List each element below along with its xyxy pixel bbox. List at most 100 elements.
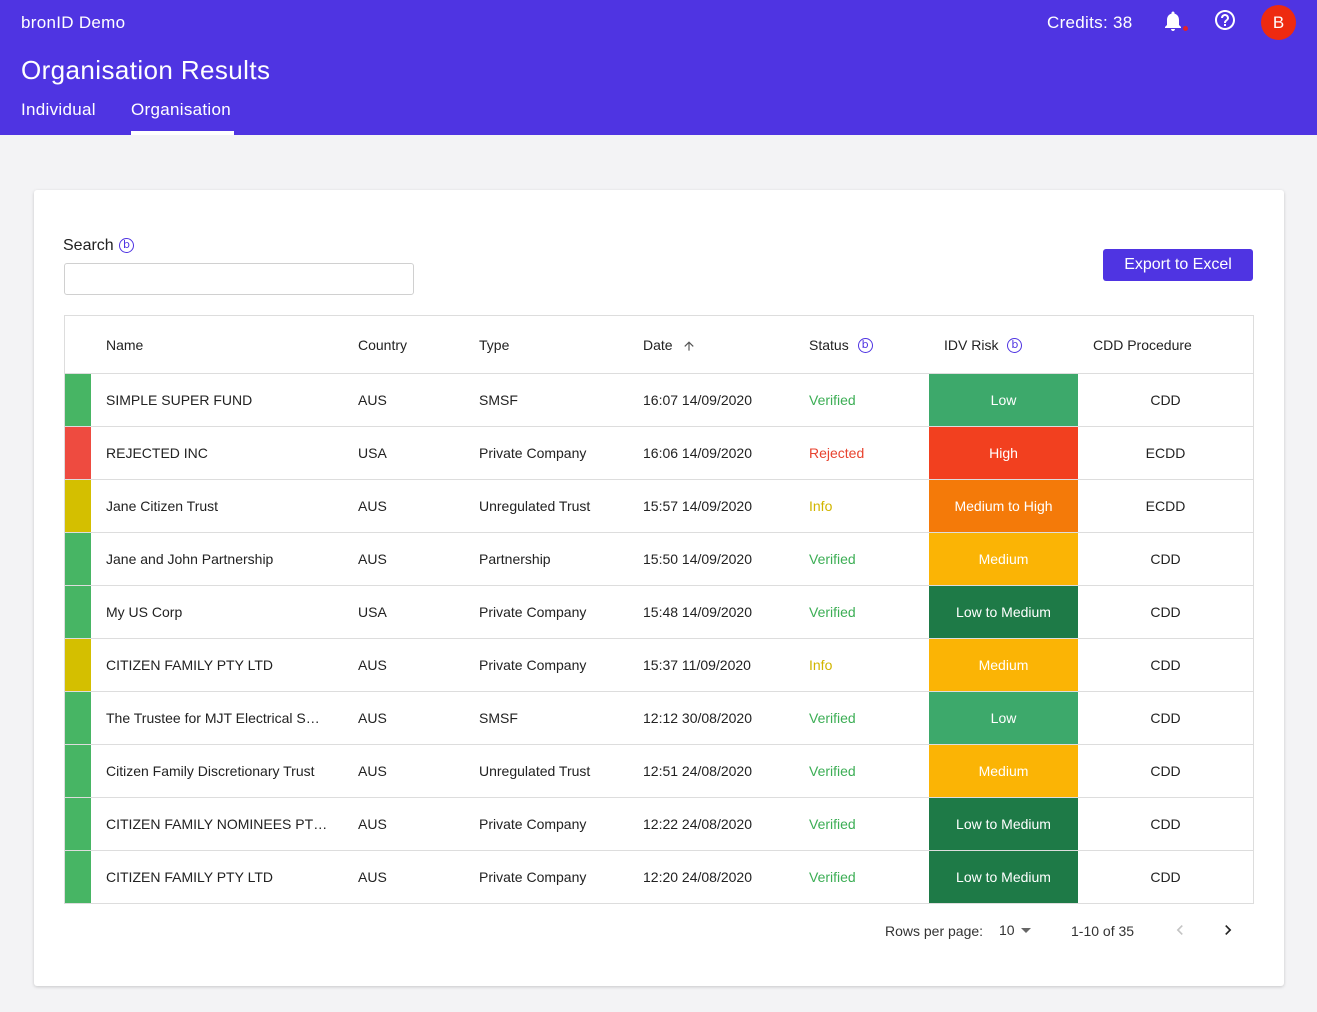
cell-cdd-procedure: CDD	[1150, 604, 1181, 620]
rows-per-page-select[interactable]: 10	[999, 922, 1015, 938]
cell-type: Unregulated Trust	[479, 498, 591, 514]
cell-date: 12:12 30/08/2020	[643, 710, 752, 726]
cell-status: Verified	[809, 710, 856, 726]
cell-idv-risk: Low	[929, 374, 1078, 426]
cell-idv-risk: Medium to High	[929, 480, 1078, 532]
help-icon[interactable]	[1213, 8, 1237, 32]
cell-status: Rejected	[809, 445, 865, 461]
cell-name: Jane and John Partnership	[106, 551, 274, 567]
cell-name: Jane Citizen Trust	[106, 498, 219, 514]
tab-organisation[interactable]: Organisation	[131, 100, 231, 119]
table-row[interactable]: CITIZEN FAMILY PTY LTD AUS Private Company…	[65, 639, 1253, 692]
table-row[interactable]: My US Corp USA Private Company 15:48 14/09/…	[65, 586, 1253, 639]
table-row[interactable]: CITIZEN FAMILY NOMINEES PTY… AUS Private C…	[65, 798, 1253, 851]
cell-type: Private Company	[479, 869, 587, 885]
cell-cdd-procedure: ECDD	[1145, 445, 1186, 461]
cell-country: USA	[358, 445, 387, 461]
table-header: Name Country Type Date Status b IDV Risk…	[65, 316, 1253, 374]
info-icon[interactable]: b	[1007, 337, 1023, 353]
notification-dot	[1183, 26, 1188, 31]
cell-idv-risk: Medium	[929, 639, 1078, 691]
credits-counter: Credits: 38	[1047, 13, 1133, 32]
avatar[interactable]: B	[1261, 5, 1296, 40]
cell-cdd-procedure: CDD	[1150, 763, 1181, 779]
cell-status: Verified	[809, 604, 856, 620]
page-range: 1-10 of 35	[1071, 923, 1135, 939]
cell-name: CITIZEN FAMILY NOMINEES PTY…	[106, 816, 331, 832]
cell-date: 12:22 24/08/2020	[643, 816, 752, 832]
cell-cdd-procedure: CDD	[1150, 869, 1181, 885]
status-color-bar	[65, 745, 91, 797]
chevron-left-icon[interactable]	[1170, 920, 1190, 940]
table-row[interactable]: Jane and John Partnership AUS Partnership 1…	[65, 533, 1253, 586]
pagination: Rows per page: 10 1-10 of 35	[34, 918, 1284, 942]
cell-type: SMSF	[479, 710, 518, 726]
info-icon[interactable]: b	[119, 238, 134, 253]
bell-icon[interactable]	[1161, 9, 1185, 33]
status-color-bar	[65, 851, 91, 903]
cell-cdd-procedure: CDD	[1150, 657, 1181, 673]
cell-idv-risk: Low to Medium	[929, 851, 1078, 903]
cell-cdd-procedure: CDD	[1150, 710, 1181, 726]
cell-idv-risk: Low to Medium	[929, 586, 1078, 638]
cell-country: AUS	[358, 392, 387, 408]
status-color-bar	[65, 639, 91, 691]
cell-name: REJECTED INC	[106, 445, 208, 461]
cell-cdd-procedure: ECDD	[1145, 498, 1186, 514]
cell-country: AUS	[358, 710, 387, 726]
tab-individual[interactable]: Individual	[21, 100, 96, 119]
cell-name: My US Corp	[106, 604, 183, 620]
column-header-idv-risk[interactable]: IDV Risk b	[944, 337, 1023, 353]
column-header-status[interactable]: Status b	[809, 337, 873, 353]
column-header-country[interactable]: Country	[358, 337, 408, 353]
cell-date: 15:48 14/09/2020	[643, 604, 752, 620]
column-header-date[interactable]: Date	[643, 337, 696, 353]
cell-type: Partnership	[479, 551, 551, 567]
table-row[interactable]: Jane Citizen Trust AUS Unregulated Trust 15…	[65, 480, 1253, 533]
cell-type: Private Company	[479, 816, 587, 832]
caret-down-icon[interactable]	[1021, 928, 1031, 933]
active-tab-indicator	[131, 131, 234, 135]
info-icon[interactable]: b	[857, 337, 873, 353]
table-row[interactable]: The Trustee for MJT Electrical S… AUS SMSF…	[65, 692, 1253, 745]
export-to-excel-button[interactable]: Export to Excel	[1103, 249, 1253, 281]
app-title: bronID Demo	[21, 13, 126, 32]
cell-idv-risk: High	[929, 427, 1078, 479]
cell-date: 15:50 14/09/2020	[643, 551, 752, 567]
cell-cdd-procedure: CDD	[1150, 392, 1181, 408]
cell-type: SMSF	[479, 392, 518, 408]
table-row[interactable]: SIMPLE SUPER FUND AUS SMSF 16:07 14/09/2020…	[65, 374, 1253, 427]
cell-country: AUS	[358, 551, 387, 567]
cell-date: 15:37 11/09/2020	[643, 657, 751, 673]
results-card: Search b Export to Excel Name Country Ty…	[34, 190, 1284, 986]
chevron-right-icon[interactable]	[1218, 920, 1238, 940]
cell-country: AUS	[358, 657, 387, 673]
search-label: Search b	[63, 237, 134, 255]
status-color-bar	[65, 533, 91, 585]
cell-date: 16:06 14/09/2020	[643, 445, 752, 461]
results-table: Name Country Type Date Status b IDV Risk…	[64, 315, 1254, 904]
cell-status: Verified	[809, 551, 856, 567]
cell-country: AUS	[358, 869, 387, 885]
cell-cdd-procedure: CDD	[1150, 816, 1181, 832]
page-title: Organisation Results	[21, 55, 271, 85]
cell-status: Verified	[809, 869, 856, 885]
cell-status: Verified	[809, 392, 856, 408]
status-color-bar	[65, 374, 91, 426]
table-row[interactable]: REJECTED INC USA Private Company 16:06 14/0…	[65, 427, 1253, 480]
column-header-date-label: Date	[643, 337, 673, 353]
cell-country: USA	[358, 604, 387, 620]
column-header-cdd[interactable]: CDD Procedure	[1093, 337, 1192, 353]
cell-idv-risk: Medium	[929, 533, 1078, 585]
table-row[interactable]: CITIZEN FAMILY PTY LTD AUS Private Company…	[65, 851, 1253, 904]
table-row[interactable]: Citizen Family Discretionary Trust AUS Unr…	[65, 745, 1253, 798]
cell-status: Info	[809, 498, 833, 514]
cell-date: 15:57 14/09/2020	[643, 498, 752, 514]
cell-country: AUS	[358, 816, 387, 832]
arrow-up-icon[interactable]	[682, 339, 696, 353]
column-header-type[interactable]: Type	[479, 337, 510, 353]
search-input[interactable]	[64, 263, 414, 295]
column-header-name[interactable]: Name	[106, 337, 144, 353]
cell-status: Verified	[809, 763, 856, 779]
cell-name: The Trustee for MJT Electrical S…	[106, 710, 320, 726]
